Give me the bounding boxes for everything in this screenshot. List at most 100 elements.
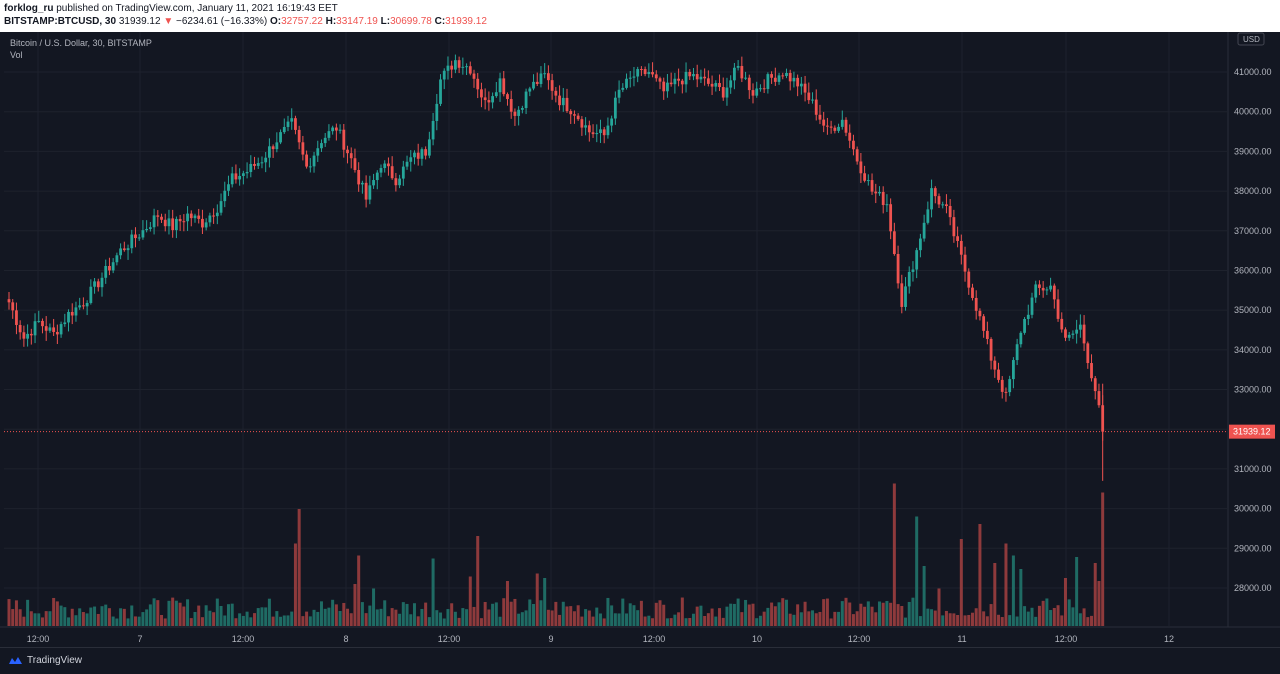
volume-bar (465, 609, 469, 626)
candle-body (268, 146, 271, 158)
volume-bar (636, 610, 640, 626)
volume-bar (744, 599, 748, 626)
volume-bar (297, 509, 301, 626)
volume-bar (870, 606, 874, 626)
volume-bar (48, 611, 52, 626)
volume-bar (22, 616, 26, 626)
chart-title: Bitcoin / U.S. Dollar, 30, BITSTAMP (10, 38, 152, 48)
volume-bar (230, 603, 234, 626)
candle-body (457, 60, 461, 68)
y-tick-label: 29000.00 (1234, 543, 1272, 553)
candle-body (892, 231, 896, 254)
candle-body (204, 222, 208, 228)
volume-bar (1008, 615, 1012, 626)
candle-body (89, 286, 93, 303)
volume-bar (729, 603, 733, 626)
volume-bar (900, 606, 904, 626)
volume-bar (37, 613, 41, 626)
volume-bar (104, 604, 108, 626)
volume-bar (595, 607, 599, 626)
candle-body (971, 287, 974, 298)
candle-body (736, 66, 740, 68)
candle-body (967, 271, 971, 288)
volume-bar (219, 605, 223, 626)
volume-bar (1075, 557, 1079, 626)
candle-body (141, 230, 145, 238)
candle-body (93, 281, 96, 287)
volume-bar (833, 611, 837, 626)
candle-body (275, 142, 279, 150)
candle-body (193, 215, 197, 219)
candle-body (279, 132, 282, 143)
volume-bar (602, 618, 606, 626)
volume-bar (398, 613, 402, 626)
volume-bar (442, 618, 446, 626)
candle-body (11, 302, 15, 311)
volume-bar (944, 610, 948, 626)
volume-bar (156, 600, 160, 626)
volume-bar (915, 516, 919, 626)
volume-bar (141, 612, 145, 626)
candle-body (82, 305, 85, 307)
candle-body (919, 238, 922, 251)
volume-bar (665, 618, 669, 626)
volume-bar (271, 616, 275, 626)
candle-body (580, 119, 584, 128)
candle-body (606, 125, 610, 136)
candle-body (528, 88, 532, 92)
candle-body (993, 360, 997, 370)
volume-bar (182, 606, 186, 626)
volume-bar (212, 612, 216, 626)
candle-body (1008, 379, 1012, 393)
candle-body (491, 96, 494, 103)
candle-body (610, 118, 614, 126)
candle-body (152, 215, 156, 228)
volume-bar (1034, 616, 1038, 626)
volume-bar (639, 600, 643, 626)
volume-bar (483, 601, 487, 626)
volume-bar (840, 601, 844, 626)
candle-body (238, 175, 242, 180)
volume-bar (208, 610, 212, 626)
candle-body (18, 324, 22, 333)
candle-body (885, 204, 889, 206)
candle-body (811, 99, 814, 101)
volume-bar (18, 609, 22, 626)
candle-body (963, 254, 967, 272)
candle-body (1060, 318, 1064, 330)
candle-body (543, 73, 547, 75)
volume-bar (33, 613, 37, 626)
candle-body (126, 248, 130, 251)
volume-bar (989, 604, 993, 626)
candle-body (781, 75, 785, 77)
volume-bar (394, 609, 398, 626)
volume-bar (513, 598, 517, 626)
candlestick-chart[interactable]: 41000.00 40000.00 39000.00 38000.00 37000.00… (0, 32, 1280, 647)
candle-body (878, 191, 881, 194)
candle-body (331, 127, 335, 132)
candle-body (561, 97, 565, 106)
tradingview-logo[interactable]: TradingView (6, 655, 82, 666)
volume-bar (781, 598, 785, 626)
volume-bar (561, 601, 565, 626)
candle-body (383, 163, 387, 169)
volume-bar (11, 609, 15, 626)
author-name[interactable]: forklog_ru (4, 3, 54, 14)
candle-body (450, 65, 454, 70)
volume-bar (189, 618, 193, 626)
volume-bar (372, 588, 376, 626)
candle-body (721, 87, 725, 98)
volume-bar (829, 618, 833, 626)
volume-bar (1041, 600, 1045, 626)
volume-bar (952, 613, 956, 626)
candle-body (997, 369, 1000, 380)
volume-bar (1023, 606, 1027, 626)
volume-bar (439, 612, 443, 626)
volume-bar (253, 613, 257, 626)
candle-body (48, 327, 52, 331)
volume-bar (576, 605, 580, 626)
volume-bar (416, 616, 420, 626)
close-value: 31939.12 (445, 16, 487, 27)
candle-body (290, 118, 294, 122)
volume-bar (844, 597, 848, 626)
